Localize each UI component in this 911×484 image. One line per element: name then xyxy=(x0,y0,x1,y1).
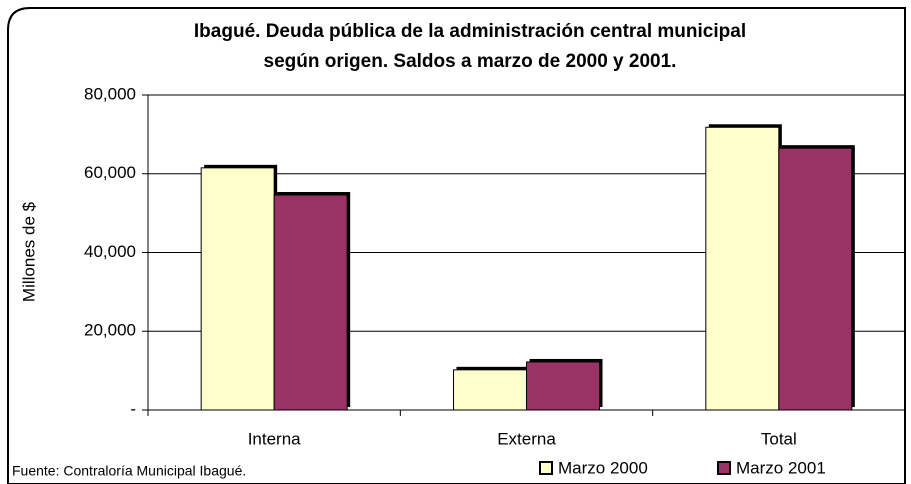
chart-frame xyxy=(7,7,906,484)
legend-label: Marzo 2001 xyxy=(736,458,826,477)
bar xyxy=(778,147,853,411)
x-tick-label: Externa xyxy=(497,429,556,448)
x-tick-label: Interna xyxy=(248,429,301,448)
y-tick-label: 80,000 xyxy=(84,84,136,103)
bar xyxy=(705,126,780,411)
legend-label: Marzo 2000 xyxy=(558,458,648,477)
y-axis-label: Millones de $ xyxy=(19,201,38,302)
legend-swatch xyxy=(539,461,553,475)
chart-title: según origen. Saldos a marzo de 2000 y 2… xyxy=(264,51,677,72)
bar xyxy=(200,167,275,411)
y-tick-label: 20,000 xyxy=(84,321,136,340)
bar xyxy=(526,361,600,411)
legend-swatch xyxy=(717,461,731,475)
y-tick-label: 60,000 xyxy=(84,163,136,182)
chart-title: Ibagué. Deuda pública de la administraci… xyxy=(194,21,746,42)
bar xyxy=(453,369,527,411)
y-tick-label: 40,000 xyxy=(84,242,136,261)
bar xyxy=(273,194,348,411)
y-tick-label: - xyxy=(130,399,136,418)
x-tick-label: Total xyxy=(761,429,797,448)
source-note: Fuente: Contraloría Municipal Ibagué. xyxy=(12,463,246,479)
